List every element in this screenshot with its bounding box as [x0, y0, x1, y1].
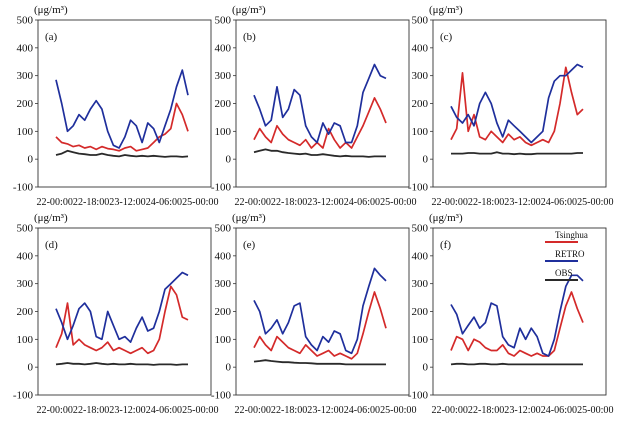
y-tick-label: 500 — [412, 223, 429, 235]
y-tick-label: -100 — [13, 390, 34, 402]
plot-frame — [37, 227, 212, 396]
y-tick-label: 400 — [412, 250, 429, 262]
y-tick-label: 300 — [412, 278, 429, 290]
plot-frame — [432, 227, 607, 396]
y-tick-label: 200 — [412, 306, 429, 318]
y-tick-label: 400 — [17, 42, 34, 54]
x-tick-labels: 22-00:0022-18:0023-12:0024-06:0025-00:00 — [235, 404, 417, 416]
series-line-retro — [450, 274, 584, 357]
y-tick-label: -100 — [408, 182, 429, 194]
y-tick-label: 0 — [28, 362, 34, 374]
plot-frame — [37, 19, 212, 188]
series-line-retro — [253, 63, 387, 144]
plot-frame — [235, 19, 410, 188]
y-tick-label: 300 — [412, 70, 429, 82]
plot-frame — [235, 227, 410, 396]
y-tick-label: 400 — [412, 42, 429, 54]
series-line-obs — [55, 362, 188, 366]
y-unit-label: (μg/m³) — [429, 4, 463, 16]
series-line-retro — [55, 271, 189, 343]
y-tick-label: 400 — [215, 42, 232, 54]
panel-d: (μg/m³) -100 0 100 200 300 400 500 22-00:0022-18… — [13, 212, 219, 416]
y-tick-label: 100 — [17, 334, 34, 346]
series-line-obs — [253, 359, 386, 366]
y-tick-label: 500 — [17, 15, 34, 27]
y-unit-label: (μg/m³) — [232, 4, 266, 16]
y-unit-label: (μg/m³) — [34, 4, 68, 16]
y-tick-label: 0 — [28, 154, 34, 166]
series-line-obs — [55, 149, 189, 158]
panel-label: (b) — [243, 31, 256, 43]
panel-f: (μg/m³) -100 0 100 200 300 400 500 22-00:0022-18… — [408, 212, 614, 416]
panel-label: (f) — [440, 239, 451, 251]
y-tick-label: -100 — [211, 390, 232, 402]
panel-label: (e) — [243, 239, 256, 251]
legend-label-obs: OBS — [555, 268, 573, 278]
legend-label-retro: RETRO — [555, 249, 585, 259]
y-tick-label: 500 — [215, 223, 232, 235]
x-tick-labels: 22-00:0022-18:0023-12:0024-06:0025-00:00 — [37, 404, 219, 416]
y-tick-label: 300 — [215, 278, 232, 290]
series-line-tsinghua — [253, 291, 387, 360]
x-tick-labels: 22-00:0022-18:0023-12:0024-06:0025-00:00 — [432, 404, 614, 416]
x-tick-labels: 22-00:0022-18:0023-12:0024-06:0025-00:00 — [432, 196, 614, 208]
series-line-tsinghua — [450, 66, 584, 147]
y-tick-label: 0 — [226, 154, 232, 166]
panel-a: (μg/m³) -100 0 100 200 300 400 500 22-00:0022-18… — [13, 4, 219, 208]
y-tick-label: 0 — [423, 362, 429, 374]
y-tick-label: 0 — [226, 362, 232, 374]
y-tick-label: 400 — [215, 250, 232, 262]
series-line-tsinghua — [450, 291, 584, 357]
panel-label: (c) — [440, 31, 453, 43]
x-tick-labels: 22-00:0022-18:0023-12:0024-06:0025-00:00 — [235, 196, 417, 208]
y-tick-label: 500 — [412, 15, 429, 27]
series-line-obs — [450, 362, 583, 366]
panel-b: (μg/m³) -100 0 100 200 300 400 500 22-00:0022-18… — [211, 4, 417, 208]
panel-c: (μg/m³) -100 0 100 200 300 400 500 22-00:0022-18… — [408, 4, 614, 208]
y-tick-label: 100 — [17, 126, 34, 138]
series-line-tsinghua — [55, 102, 189, 152]
series-line-obs — [253, 148, 386, 158]
y-unit-label: (μg/m³) — [429, 212, 463, 224]
legend-label-tsinghua: Tsinghua — [555, 230, 588, 240]
panel-label: (a) — [45, 31, 58, 43]
y-tick-label: 500 — [17, 223, 34, 235]
y-tick-label: 0 — [423, 154, 429, 166]
series-line-retro — [55, 69, 189, 149]
legend: Tsinghua RETRO OBS — [545, 230, 588, 281]
x-tick-labels: 22-00:0022-18:0023-12:0024-06:0025-00:00 — [37, 196, 219, 208]
series-line-retro — [450, 63, 584, 144]
y-tick-label: 200 — [215, 306, 232, 318]
y-tick-label: 300 — [215, 70, 232, 82]
y-tick-label: 200 — [17, 98, 34, 110]
y-unit-label: (μg/m³) — [34, 212, 68, 224]
y-tick-label: -100 — [408, 390, 429, 402]
panel-label: (d) — [45, 239, 58, 251]
y-tick-label: 300 — [17, 70, 34, 82]
y-tick-label: -100 — [13, 182, 34, 194]
y-tick-label: 200 — [17, 306, 34, 318]
y-tick-label: 100 — [412, 334, 429, 346]
y-tick-label: -100 — [211, 182, 232, 194]
series-line-obs — [451, 151, 583, 156]
series-line-tsinghua — [253, 97, 387, 149]
y-tick-label: 400 — [17, 250, 34, 262]
y-unit-label: (μg/m³) — [232, 212, 266, 224]
y-tick-label: 100 — [215, 126, 232, 138]
series-line-tsinghua — [55, 285, 189, 355]
plot-frame — [432, 19, 607, 188]
series-line-retro — [253, 267, 387, 355]
y-tick-label: 300 — [17, 278, 34, 290]
y-tick-label: 200 — [412, 98, 429, 110]
y-tick-label: 100 — [412, 126, 429, 138]
y-tick-label: 200 — [215, 98, 232, 110]
y-tick-label: 500 — [215, 15, 232, 27]
panel-e: (μg/m³) -100 0 100 200 300 400 500 22-00:0022-18… — [211, 212, 417, 416]
y-tick-label: 100 — [215, 334, 232, 346]
